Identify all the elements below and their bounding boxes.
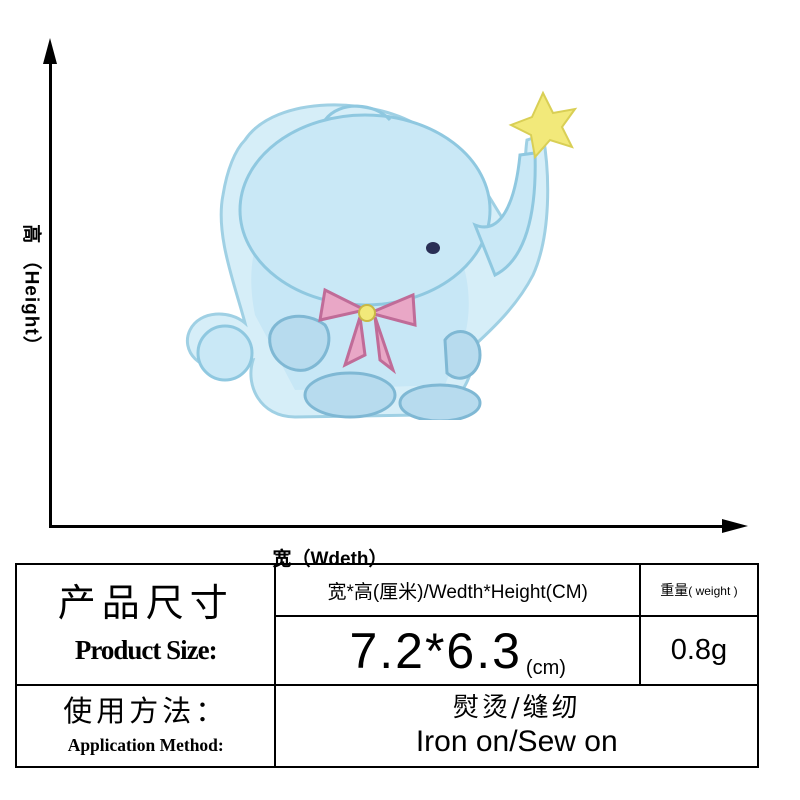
product-size-label-cn: 产品尺寸 — [57, 581, 234, 626]
weight-header-cn: 重量 — [660, 582, 689, 598]
application-label-cell: 使用方法： Application Method: — [14, 684, 277, 768]
elephant-patch-image — [185, 90, 578, 420]
height-label: 高 （Height） — [20, 224, 42, 356]
weight-value-cell: 0.8g — [638, 615, 760, 686]
product-info-table: 产品尺寸 Product Size: 宽*高(厘米)/Wedth*Height(… — [14, 563, 760, 768]
height-axis — [49, 60, 52, 528]
application-label-cn: 使用方法： — [63, 693, 229, 728]
product-size-label-cell: 产品尺寸 Product Size: — [14, 563, 277, 686]
dimension-header-cell: 宽*高(厘米)/Wedth*Height(CM) — [274, 563, 641, 617]
weight-header-en: ( weight ) — [688, 584, 738, 598]
size-unit: (cm) — [525, 656, 566, 679]
weight-header-cell: 重量( weight ) — [638, 563, 760, 617]
application-label-en: Application Method: — [67, 735, 224, 756]
dimension-diagram: 高 （Height） 宽（Wdeth） — [20, 38, 748, 570]
width-arrowhead — [722, 519, 748, 533]
weight-value: 0.8g — [670, 634, 728, 666]
width-axis — [49, 525, 729, 528]
dimension-header: 宽*高(厘米)/Wedth*Height(CM) — [327, 581, 588, 603]
application-method-cell: 熨烫/缝纫 Iron on/Sew on — [274, 684, 759, 768]
application-method-en: Iron on/Sew on — [415, 724, 618, 758]
size-value: 7.2*6.3 — [349, 622, 522, 679]
product-size-label-en: Product Size: — [74, 634, 218, 665]
application-method-cn: 熨烫/缝纫 — [452, 693, 581, 724]
height-arrowhead — [43, 38, 57, 64]
size-value-cell: 7.2*6.3 (cm) — [274, 615, 641, 686]
